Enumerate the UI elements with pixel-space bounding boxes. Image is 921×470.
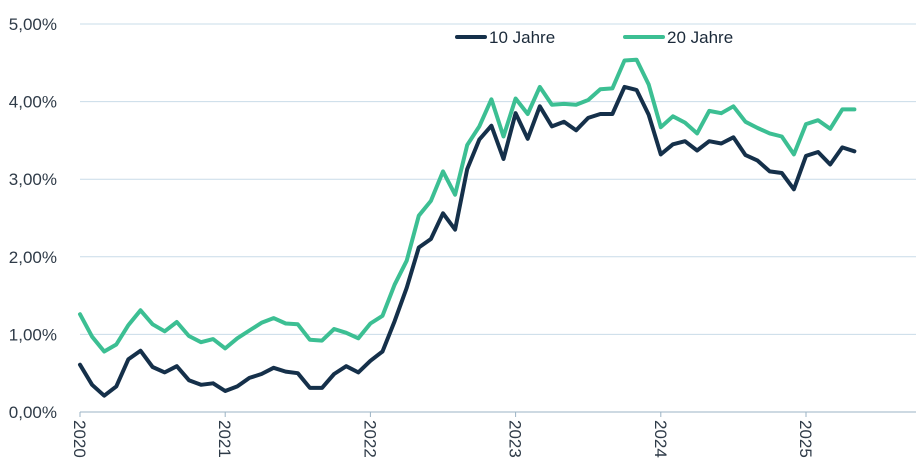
y-tick-label: 2,00% — [9, 248, 57, 267]
y-tick-label: 5,00% — [9, 15, 57, 34]
legend-label: 20 Jahre — [667, 28, 733, 47]
x-tick-label: 2021 — [215, 420, 234, 458]
axes: 0,00% 1,00% 2,00% 3,00% 4,00% 5,00% 2020 2021 20… — [9, 15, 916, 458]
x-tick-label: 2024 — [651, 420, 670, 458]
y-tick-label: 0,00% — [9, 403, 57, 422]
series-line-0 — [78, 84, 857, 398]
y-tick-label: 1,00% — [9, 325, 57, 344]
x-tick-label: 2020 — [70, 420, 89, 458]
legend: 10 Jahre 20 Jahre — [455, 28, 733, 47]
gridlines — [80, 23, 916, 335]
x-tick-label: 2023 — [506, 420, 525, 458]
x-tick-label: 2025 — [796, 420, 815, 458]
legend-label: 10 Jahre — [489, 28, 555, 47]
x-tick-label: 2022 — [360, 420, 379, 458]
series-line-1 — [78, 57, 857, 354]
series — [78, 57, 857, 398]
y-tick-label: 3,00% — [9, 170, 57, 189]
y-tick-label: 4,00% — [9, 93, 57, 112]
